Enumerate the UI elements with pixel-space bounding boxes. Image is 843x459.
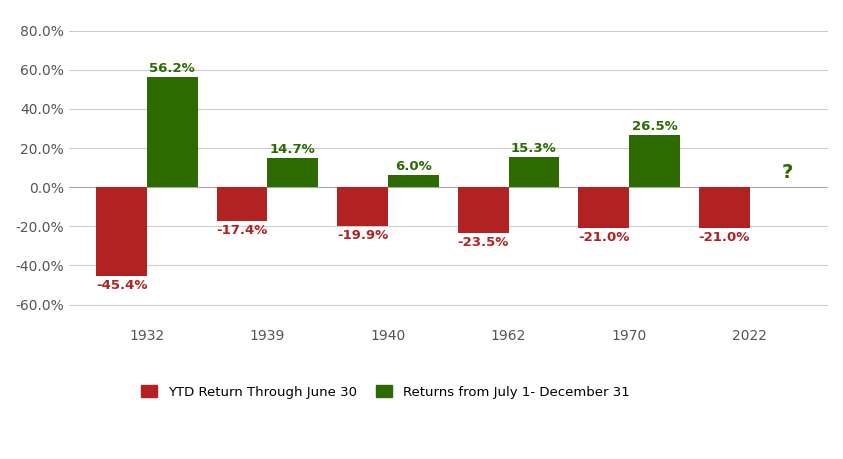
Text: ?: ? bbox=[781, 163, 792, 182]
Bar bbox=[699, 187, 749, 228]
Bar bbox=[217, 187, 267, 221]
Bar bbox=[578, 187, 629, 228]
Text: -23.5%: -23.5% bbox=[458, 236, 509, 249]
Bar bbox=[267, 158, 318, 187]
Bar bbox=[96, 187, 147, 276]
Text: 15.3%: 15.3% bbox=[511, 142, 556, 155]
Text: 6.0%: 6.0% bbox=[395, 160, 432, 173]
Text: -21.0%: -21.0% bbox=[578, 231, 630, 244]
Text: -21.0%: -21.0% bbox=[699, 231, 750, 244]
Text: -19.9%: -19.9% bbox=[337, 229, 389, 242]
Bar bbox=[147, 77, 197, 187]
Text: 26.5%: 26.5% bbox=[631, 120, 677, 133]
Text: -45.4%: -45.4% bbox=[96, 279, 148, 292]
Bar bbox=[337, 187, 388, 226]
Bar bbox=[458, 187, 508, 233]
Legend: YTD Return Through June 30, Returns from July 1- December 31: YTD Return Through June 30, Returns from… bbox=[136, 380, 635, 404]
Text: 56.2%: 56.2% bbox=[149, 62, 195, 75]
Text: -17.4%: -17.4% bbox=[217, 224, 268, 237]
Bar bbox=[629, 135, 679, 187]
Text: 14.7%: 14.7% bbox=[270, 143, 315, 156]
Bar bbox=[508, 157, 559, 187]
Bar bbox=[388, 175, 438, 187]
